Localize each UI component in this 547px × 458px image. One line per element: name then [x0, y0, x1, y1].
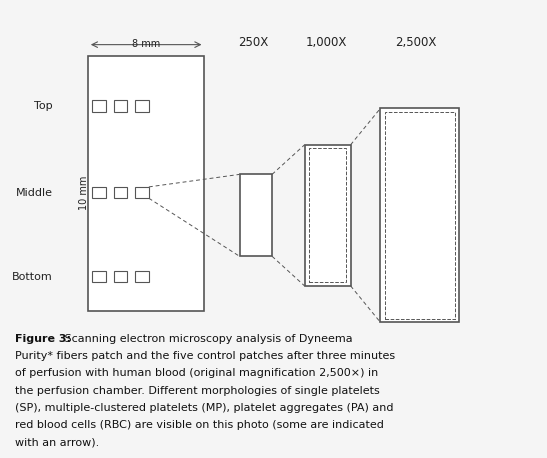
Text: Purity* fibers patch and the five control patches after three minutes: Purity* fibers patch and the five contro… — [15, 351, 395, 361]
Text: Middle: Middle — [16, 188, 53, 197]
Bar — [135, 187, 149, 198]
Bar — [114, 271, 127, 283]
Text: of perfusion with human blood (original magnification 2,500×) in: of perfusion with human blood (original … — [15, 368, 378, 378]
Text: with an arrow).: with an arrow). — [15, 437, 99, 447]
Bar — [240, 174, 272, 256]
Bar — [114, 187, 127, 198]
Bar — [309, 148, 346, 282]
Bar — [88, 56, 205, 311]
Text: 10 mm: 10 mm — [79, 175, 89, 210]
Bar — [385, 112, 455, 319]
Bar — [380, 109, 459, 322]
Bar — [305, 145, 351, 286]
Text: 8 mm: 8 mm — [132, 39, 161, 49]
Bar — [92, 100, 106, 112]
Text: Top: Top — [34, 101, 53, 111]
Text: the perfusion chamber. Different morphologies of single platelets: the perfusion chamber. Different morphol… — [15, 386, 380, 396]
Text: Figure 3:: Figure 3: — [15, 334, 71, 344]
Bar — [114, 100, 127, 112]
Text: Scanning electron microscopy analysis of Dyneema: Scanning electron microscopy analysis of… — [61, 334, 352, 344]
Text: 1,000X: 1,000X — [306, 36, 347, 49]
Text: (SP), multiple-clustered platelets (MP), platelet aggregates (PA) and: (SP), multiple-clustered platelets (MP),… — [15, 403, 393, 413]
Text: 250X: 250X — [238, 36, 268, 49]
Text: 2,500X: 2,500X — [395, 36, 437, 49]
Bar — [92, 187, 106, 198]
Text: Bottom: Bottom — [12, 272, 53, 282]
Bar — [92, 271, 106, 283]
Bar — [135, 271, 149, 283]
Bar — [135, 100, 149, 112]
Text: red blood cells (RBC) are visible on this photo (some are indicated: red blood cells (RBC) are visible on thi… — [15, 420, 383, 430]
